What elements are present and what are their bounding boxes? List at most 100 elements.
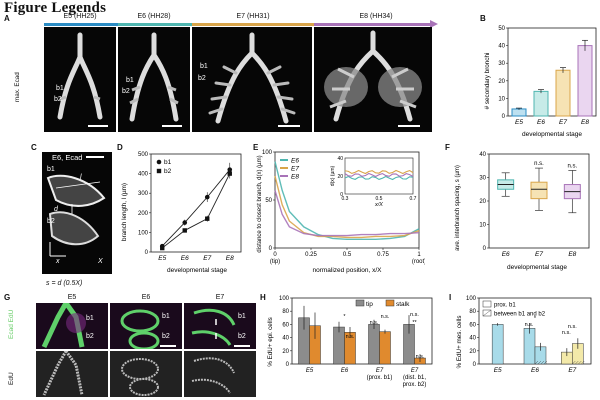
legend-label-between: between b1 and b2 (494, 312, 546, 318)
x-tick-label: E6 (531, 367, 539, 374)
scale-bar (88, 125, 108, 127)
chart-i-plot: 0 20 40 60 80 100 E5 E6 E7 prox. b1 between b1 and… (466, 296, 592, 374)
y-tick-label: 10 (498, 96, 505, 102)
branch-label-b2: b2 (47, 218, 55, 225)
plot-frame (507, 27, 597, 117)
stage-bar-e6 (118, 23, 192, 26)
data-point-b1 (204, 194, 210, 200)
x-label: x (56, 258, 60, 265)
x-tick-label: 0.5 (343, 252, 352, 258)
panel-label-i: I (449, 293, 452, 302)
y-tick-label: 0 (483, 246, 487, 252)
y-tick-label: 40 (282, 336, 289, 342)
panel-label-g: G (4, 293, 11, 302)
inset-x-tick-label: 0.5 (376, 196, 383, 202)
y-tick-label: 100 (466, 296, 477, 302)
x-tick-label: E7 (559, 119, 567, 126)
y-tick-label: 0 (502, 114, 506, 120)
x-tick-label: E8 (226, 255, 234, 262)
legend-label-tip: tip (366, 301, 373, 308)
lung-image-e5: b1 b2 (44, 27, 116, 132)
y-tick-label: 100 (138, 230, 149, 236)
bar-tip (368, 324, 380, 365)
scale-bar (86, 156, 104, 158)
series-line-E8 (274, 190, 420, 237)
bar-hatch (534, 360, 539, 365)
x-tick-label: E5 (494, 367, 502, 374)
chart-d: branch length, l (µm) 0 100 200 300 400 500 E5… (121, 152, 242, 274)
branch-label-b2: b2 (162, 333, 170, 340)
x-tick-label: E5 (306, 368, 314, 374)
chart-h-ylabel: % EdU+ epi. cells (267, 317, 274, 367)
x-tick-label: 1 (417, 252, 421, 258)
chart-i-ylabel: % EdU+ mes. cells (456, 315, 463, 368)
significance-label: * (534, 316, 537, 322)
legend-label-E8: E8 (291, 173, 299, 180)
legend-hatch (482, 309, 492, 317)
lung-image-e7: b1 b2 (192, 27, 312, 132)
y-tick-label: 50 (498, 26, 505, 32)
inset-line-E8 (344, 172, 414, 178)
significance-label: ** (412, 320, 417, 326)
branch-label-b1: b1 (56, 85, 64, 92)
y-tick-label: 100 (262, 150, 273, 156)
panel-label-c: C (31, 143, 37, 152)
data-point-b2 (160, 245, 165, 251)
bar-stalk (379, 331, 391, 365)
chart-e: distance to closest branch, d(x) (µm) 0 5… (257, 150, 425, 274)
series-line-E6 (274, 161, 420, 241)
significance-label: n.s. (568, 324, 577, 330)
bar (577, 45, 593, 117)
g-stage-e7: E7 (215, 294, 225, 301)
bar-prox-b1 (523, 328, 536, 365)
figure-title: Figure Legends (4, 0, 107, 16)
y-tick-label: 300 (138, 191, 149, 197)
panel-label-e: E (253, 143, 259, 152)
lung-image-e8 (314, 27, 432, 132)
y-tick-label: 200 (138, 211, 149, 217)
chart-b-xlabel: developmental stage (522, 131, 582, 138)
branch-label-b1: b1 (200, 63, 208, 70)
g-image-e5-bottom (36, 351, 108, 397)
significance-label: * (343, 314, 346, 320)
x-tick-label: E7 (203, 255, 211, 262)
y-tick-label: 100 (279, 296, 290, 302)
branch-label-b1: b1 (162, 313, 170, 320)
significance-label: n.s. (410, 312, 419, 318)
stage-bar-e8 (314, 23, 432, 26)
inset-ylabel: d(x) (µm) (330, 165, 336, 186)
plot-frame (150, 153, 242, 253)
x-tick-label: prox. b2) (403, 382, 427, 388)
bar-hatch (537, 360, 542, 365)
bar-hatch (540, 360, 545, 365)
bar-hatch (575, 360, 579, 365)
y-tick-label: 0 (145, 250, 149, 256)
branch-label-b1: b1 (47, 166, 55, 173)
chart-f-ylabel: ave. interbranch spacing, s (µm) (455, 165, 461, 251)
bar-tip (333, 326, 345, 365)
chart-b-plot: 0 10 20 30 40 50 E5 E6 E7 E8 (498, 26, 597, 126)
significance-label: n.s. (370, 320, 379, 326)
chart-e-xlabel: normalized position, x/X (312, 267, 382, 274)
panel-label-h: H (260, 293, 266, 302)
series-line-b2 (161, 173, 231, 249)
legend-label-prox-b1: prox. b1 (494, 303, 516, 309)
g-ylabel-bottom: EdU (8, 372, 15, 385)
legend-swatch-stalk (385, 299, 395, 307)
data-point-b2 (182, 228, 187, 233)
x-tick-label: E7 (535, 251, 543, 258)
y-tick-label: 500 (138, 152, 149, 158)
legend-marker-b1 (156, 159, 162, 165)
inset-xlabel: x/X (374, 202, 383, 208)
x-tick-label: E7 (376, 368, 384, 374)
x-tick-label: E5 (515, 119, 523, 126)
stage-arrow-icon (430, 20, 438, 28)
x-tick-label: 0 (273, 252, 277, 258)
data-point-b2 (227, 171, 232, 176)
inset-line-E7 (344, 169, 414, 175)
panel-c-title: E6, Ecad (52, 153, 83, 162)
g-image-e6-bottom (110, 351, 182, 397)
y-tick-label: 80 (469, 309, 476, 315)
series-line-E7 (274, 175, 420, 239)
